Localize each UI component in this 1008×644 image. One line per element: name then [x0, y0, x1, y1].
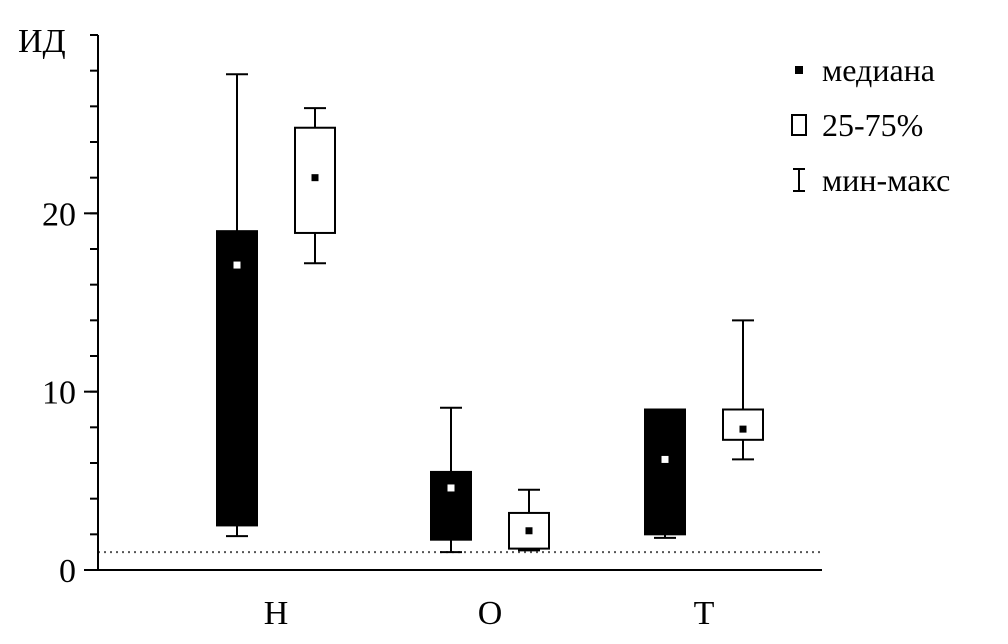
y-tick-label: 10	[42, 375, 76, 412]
box-rect-icon	[791, 114, 807, 136]
median-square-icon	[795, 66, 803, 74]
legend-item: мин-макс	[793, 162, 950, 198]
box-open-О	[508, 488, 550, 552]
box-open-Т	[722, 319, 764, 461]
median-marker	[525, 527, 533, 535]
median-marker	[311, 174, 319, 182]
box-filled-Н	[216, 73, 258, 538]
iqr-box	[216, 230, 258, 527]
legend: медиана 25-75% мин-макс	[791, 52, 950, 198]
iqr-box	[722, 408, 764, 441]
boxes	[216, 73, 764, 554]
box-filled-Т	[644, 408, 686, 539]
median-marker	[447, 484, 455, 492]
x-tick-label: О	[478, 595, 503, 632]
axes: ИД 0 10 20 Н О Т	[18, 23, 822, 632]
box-filled-О	[430, 406, 472, 554]
iqr-box	[644, 408, 686, 536]
x-tick-label: Т	[694, 595, 715, 632]
legend-label: 25-75%	[822, 107, 923, 143]
y-tick-label: 0	[59, 553, 76, 590]
x-tick-label: Н	[264, 595, 289, 632]
median-marker	[233, 261, 241, 269]
median-marker	[661, 455, 669, 463]
legend-label: мин-макс	[822, 162, 950, 198]
legend-item: медиана	[795, 52, 935, 88]
legend-label: медиана	[822, 52, 935, 88]
y-axis-label: ИД	[18, 23, 66, 60]
y-tick-label: 20	[42, 196, 76, 233]
box-open-Н	[294, 107, 336, 265]
iqr-box	[430, 470, 472, 541]
median-marker	[739, 425, 747, 433]
legend-item: 25-75%	[791, 107, 923, 143]
whisker-i-icon	[793, 168, 805, 192]
